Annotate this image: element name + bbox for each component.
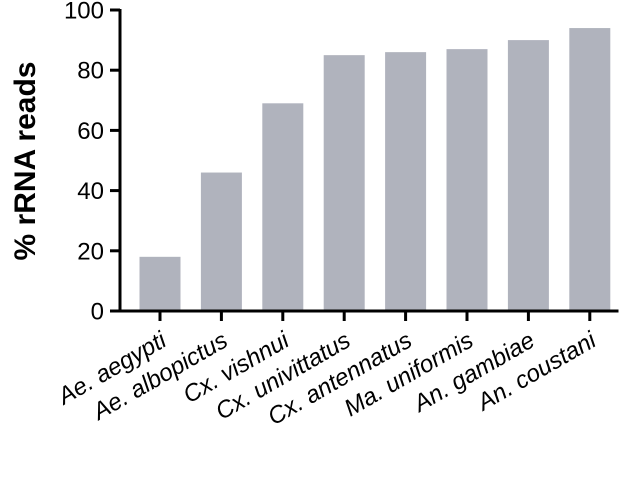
y-tick-label: 80 [77, 58, 104, 85]
bar [139, 256, 181, 311]
bars-group [139, 28, 611, 312]
bar [507, 40, 549, 311]
y-tick-label: 100 [64, 0, 104, 25]
y-axis-label: % rRNA reads [9, 62, 42, 261]
y-axis: 0 20 40 60 80 100 [64, 0, 122, 326]
y-tick-label: 0 [91, 299, 104, 326]
bar [446, 49, 488, 311]
y-tick-label: 40 [77, 178, 104, 205]
y-tick-label: 20 [77, 238, 104, 265]
bar [569, 28, 611, 312]
bar [323, 55, 365, 312]
bar [262, 103, 304, 311]
bar [385, 52, 427, 311]
y-tick-label: 60 [77, 118, 104, 145]
bar [200, 172, 242, 311]
